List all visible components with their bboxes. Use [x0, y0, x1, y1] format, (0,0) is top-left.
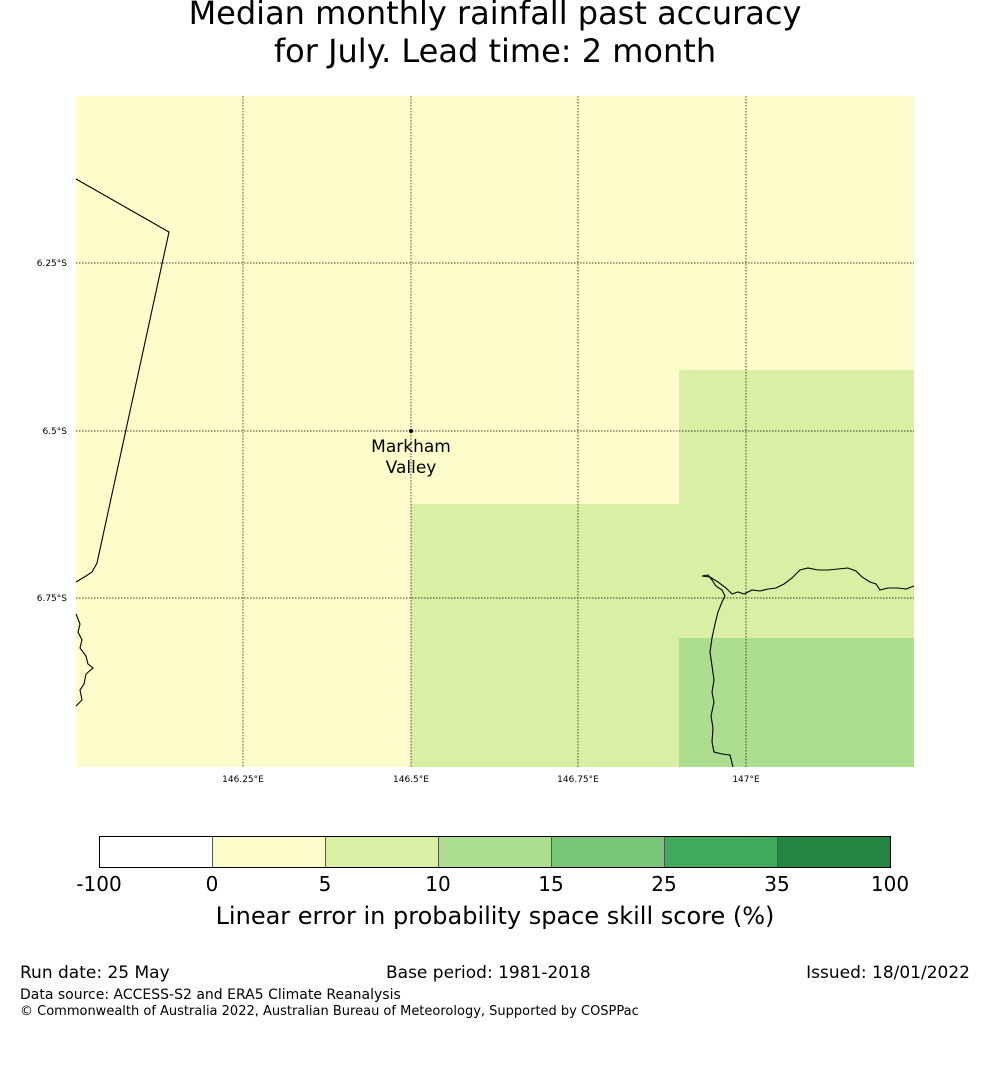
- chart-title: Median monthly rainfall past accuracy fo…: [0, 0, 990, 70]
- skill-cell: [679, 638, 914, 767]
- base-period: Base period: 1981-2018: [386, 963, 591, 983]
- colorbar-segment: [326, 837, 439, 867]
- location-marker: [409, 429, 413, 433]
- skill-cell: [411, 504, 679, 767]
- colorbar-segment: [552, 837, 665, 867]
- lat-tick-label: 6.25°S: [37, 259, 68, 269]
- coastline: [75, 178, 915, 768]
- lon-tick-label: 146.75°E: [557, 775, 599, 785]
- issued-date: Issued: 18/01/2022: [806, 963, 970, 983]
- colorbar-tick-label: 5: [318, 872, 332, 896]
- lon-tick-label: 146.25°E: [222, 775, 264, 785]
- title-line-1: Median monthly rainfall past accuracy: [188, 0, 802, 32]
- title-line-2: for July. Lead time: 2 month: [273, 32, 717, 70]
- colorbar-tick-label: 100: [870, 872, 910, 896]
- run-date: Run date: 25 May: [20, 963, 170, 983]
- location-label-line1: Markham: [371, 437, 451, 457]
- copyright: © Commonwealth of Australia 2022, Austra…: [20, 1004, 639, 1019]
- colorbar-tick-label: 35: [764, 872, 790, 896]
- lat-tick-label: 6.75°S: [37, 594, 68, 604]
- colorbar-segment: [100, 837, 213, 867]
- data-source: Data source: ACCESS-S2 and ERA5 Climate …: [20, 987, 401, 1003]
- colorbar-segment: [665, 837, 778, 867]
- lon-tick-label: 146.5°E: [393, 775, 429, 785]
- lon-tick-label: 147°E: [732, 775, 760, 785]
- lat-tick-label: 6.5°S: [42, 427, 67, 437]
- colorbar-tick-label: -100: [76, 872, 122, 896]
- colorbar-segment: [778, 837, 890, 867]
- colorbar-tick-label: 0: [205, 872, 219, 896]
- skill-cell: [679, 370, 914, 638]
- map-panel: Markham Valley 146.25°E 146.5°E 146.75°E…: [37, 96, 915, 785]
- colorbar-label: Linear error in probability space skill …: [215, 902, 775, 930]
- colorbar-tick-label: 10: [425, 872, 451, 896]
- colorbar-tick-label: 15: [538, 872, 564, 896]
- gridlines: [76, 96, 914, 767]
- colorbar-segment: [213, 837, 326, 867]
- location-label-line2: Valley: [386, 458, 437, 478]
- colorbar-tick-label: 25: [651, 872, 677, 896]
- colorbar: [99, 836, 891, 868]
- colorbar-segment: [439, 837, 552, 867]
